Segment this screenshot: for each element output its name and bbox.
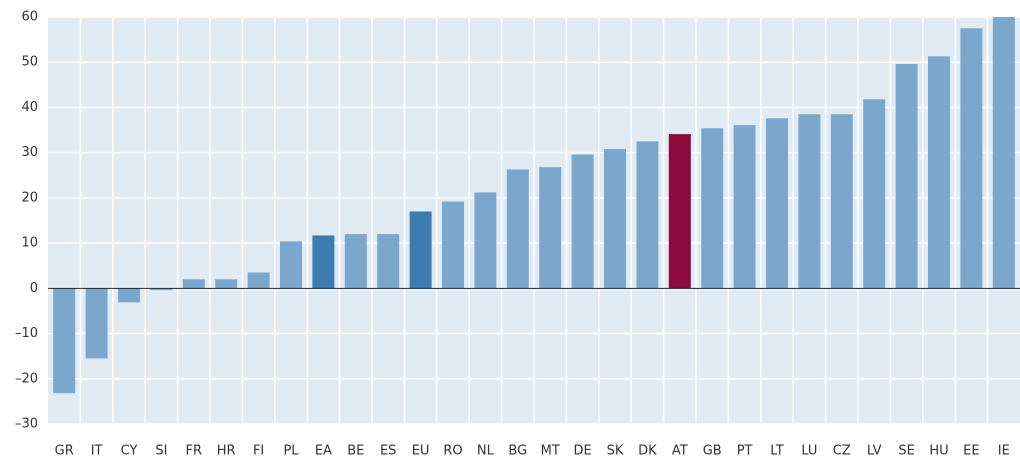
bar xyxy=(409,211,432,289)
bar xyxy=(442,201,464,289)
bar xyxy=(701,128,724,289)
x-tick-label: SI xyxy=(155,444,167,459)
x-tick-label: AT xyxy=(672,444,688,459)
bar xyxy=(280,241,302,289)
x-tick-label: NL xyxy=(477,444,495,459)
y-tick-label: 50 xyxy=(21,55,38,70)
bar xyxy=(85,288,108,359)
x-tick-label: RO xyxy=(443,444,462,459)
bar xyxy=(182,279,205,289)
x-tick-label: SK xyxy=(607,444,624,459)
x-tick-label: GR xyxy=(55,444,74,459)
x-tick-label: EE xyxy=(963,444,979,459)
y-tick-label: 20 xyxy=(21,190,38,205)
x-tick-label: HR xyxy=(217,444,236,459)
x-tick-label: IE xyxy=(998,444,1010,459)
x-tick-label: DE xyxy=(573,444,591,459)
y-tick-label: 10 xyxy=(21,236,38,251)
bar xyxy=(344,234,367,289)
x-tick-label: SE xyxy=(898,444,914,459)
bar xyxy=(506,169,529,289)
y-tick-label: –10 xyxy=(15,326,38,341)
x-tick-label: EA xyxy=(315,444,332,459)
bar xyxy=(895,64,918,289)
bar xyxy=(798,114,821,289)
y-tick-label: 60 xyxy=(21,10,38,25)
x-tick-label: GB xyxy=(703,444,722,459)
bar xyxy=(539,167,562,289)
x-tick-label: LU xyxy=(801,444,817,459)
x-tick-label: LT xyxy=(770,444,783,459)
y-tick-label: –20 xyxy=(15,371,38,386)
bar xyxy=(247,272,270,289)
x-tick-label: FI xyxy=(253,444,264,459)
x-tick-label: IT xyxy=(91,444,103,459)
bar xyxy=(830,114,853,289)
bar xyxy=(733,125,756,289)
y-tick-label: –30 xyxy=(15,417,38,432)
bar xyxy=(215,279,238,289)
bar xyxy=(571,154,594,289)
bar xyxy=(377,234,400,289)
x-tick-label: CZ xyxy=(833,444,851,459)
x-tick-label: FR xyxy=(186,444,203,459)
bar xyxy=(53,288,76,394)
x-tick-label: CY xyxy=(121,444,138,459)
bar xyxy=(474,192,497,289)
bar xyxy=(928,56,950,289)
x-tick-label: DK xyxy=(638,444,657,459)
y-tick-label: 30 xyxy=(21,145,38,160)
bar xyxy=(312,235,335,289)
x-tick-label: MT xyxy=(541,444,560,459)
x-tick-label: PL xyxy=(283,444,299,459)
y-tick-label: 0 xyxy=(30,281,38,296)
bar xyxy=(636,141,659,289)
x-tick-label: BE xyxy=(347,444,364,459)
bar xyxy=(863,99,886,289)
bar xyxy=(604,149,626,289)
x-tick-label: HU xyxy=(929,444,948,459)
x-tick-label: LV xyxy=(867,444,882,459)
bar xyxy=(766,118,788,289)
bar xyxy=(668,134,691,289)
bar xyxy=(118,288,140,303)
x-tick-label: ES xyxy=(380,444,396,459)
x-tick-label: BG xyxy=(508,444,527,459)
bar xyxy=(960,28,983,289)
x-tick-label: PT xyxy=(737,444,753,459)
bar xyxy=(992,17,1015,289)
x-tick-label: EU xyxy=(412,444,430,459)
bar xyxy=(150,288,173,291)
y-tick-label: 40 xyxy=(21,100,38,115)
